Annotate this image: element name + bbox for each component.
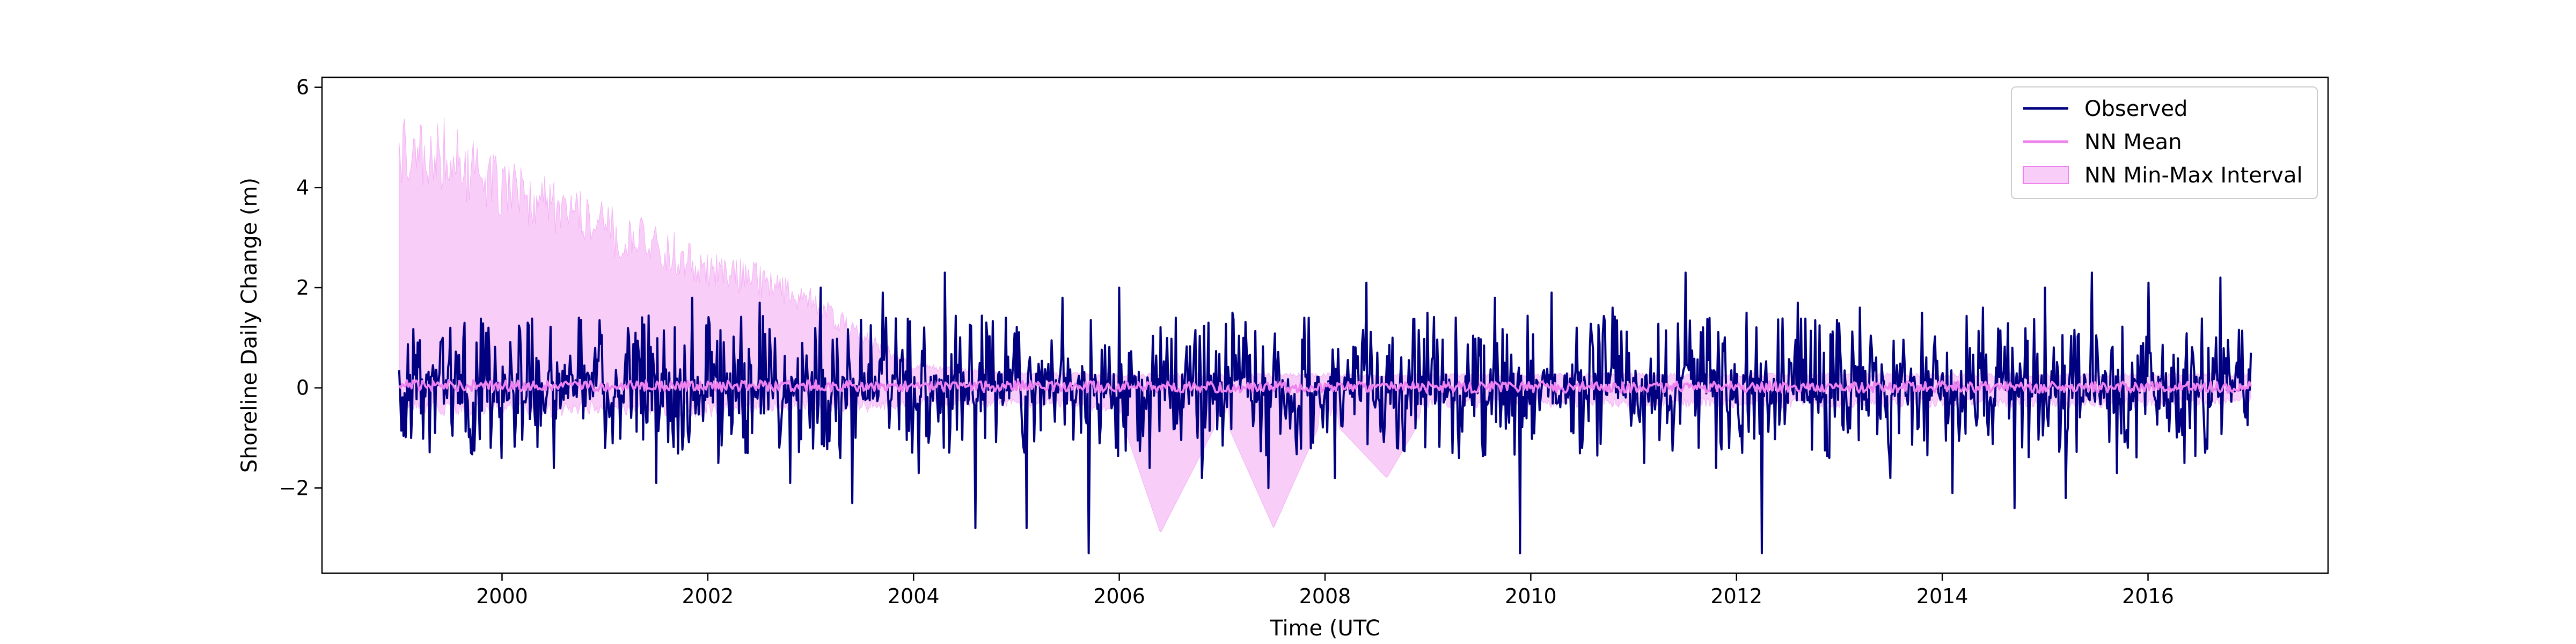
nn-mean-series-line	[398, 379, 2252, 394]
x-tick-label: 2010	[1505, 584, 1557, 608]
observed-series-line	[398, 272, 2252, 554]
y-tick-label: −2	[279, 476, 309, 500]
nn-min-max-interval-band	[399, 117, 2251, 532]
legend-label-observed: Observed	[2084, 97, 2187, 121]
x-tick-label: 2012	[1710, 584, 1762, 608]
mean-layer	[398, 379, 2252, 394]
band-layer	[399, 117, 2251, 532]
x-axis-label: Time (UTC	[1269, 616, 1380, 641]
x-tick-label: 2000	[476, 584, 528, 608]
y-axis: −2 0 2 4 6	[279, 76, 322, 500]
y-tick-label: 2	[296, 276, 309, 299]
legend-box	[2011, 86, 2318, 199]
x-axis: 2000 2002 2004 2006 2008 2010 2012 2014 2016	[476, 573, 2174, 608]
legend-label-nn-min-max-interval: NN Min-Max Interval	[2084, 163, 2303, 188]
x-tick-label: 2004	[888, 584, 940, 608]
x-tick-label: 2014	[1916, 584, 1968, 608]
y-tick-label: 0	[296, 376, 309, 400]
legend: Observed NN Mean NN Min-Max Interval	[2011, 86, 2318, 199]
x-tick-label: 2006	[1093, 584, 1145, 608]
y-axis-label: Shoreline Daily Change (m)	[237, 178, 262, 473]
x-tick-label: 2016	[2122, 584, 2174, 608]
x-tick-label: 2002	[682, 584, 734, 608]
x-tick-label: 2008	[1299, 584, 1351, 608]
y-tick-label: 4	[296, 175, 309, 199]
y-tick-label: 6	[296, 76, 309, 99]
plot-area	[398, 117, 2252, 554]
observed-layer	[398, 272, 2252, 554]
legend-key-nn-min-max-interval	[2023, 166, 2069, 184]
legend-label-nn-mean: NN Mean	[2084, 130, 2182, 155]
